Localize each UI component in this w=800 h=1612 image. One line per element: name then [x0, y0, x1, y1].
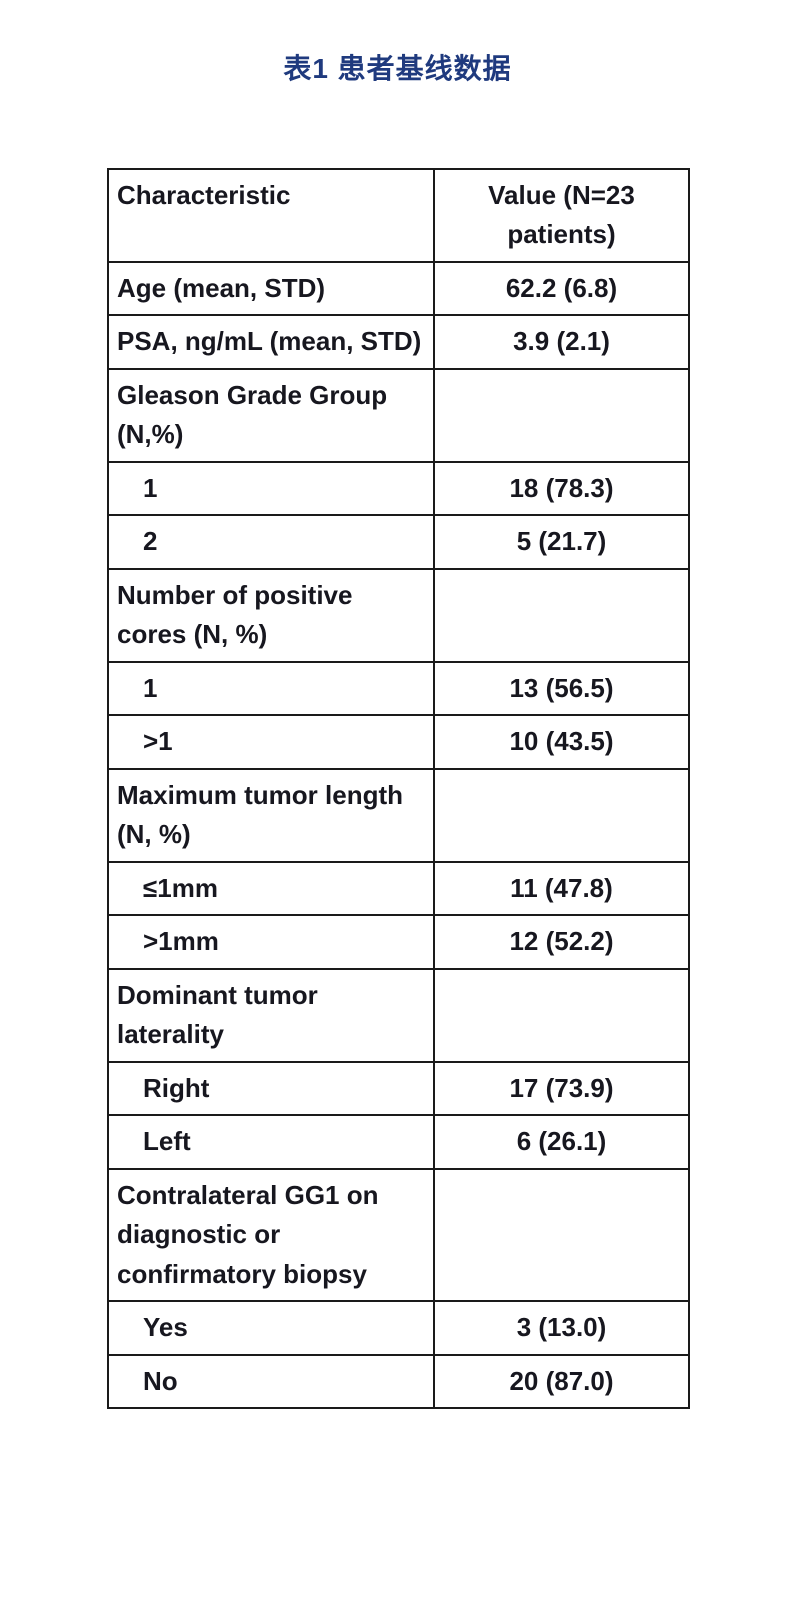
table-row-contralateral-yes: Yes 3 (13.0) — [107, 1300, 690, 1356]
table-row-contralateral-header: Contralateral GG1 on diagnostic or confi… — [107, 1167, 690, 1303]
row-label: Dominant tumor laterality — [107, 967, 435, 1063]
table-row-cores-1: 1 13 (56.5) — [107, 660, 690, 717]
row-label: 1 — [107, 660, 435, 717]
row-value: 3 (13.0) — [433, 1300, 690, 1356]
row-value: 6 (26.1) — [433, 1114, 690, 1170]
table-row-laterality-right: Right 17 (73.9) — [107, 1060, 690, 1117]
row-label: Number of positive cores (N, %) — [107, 567, 435, 663]
row-value: 5 (21.7) — [433, 514, 690, 570]
row-label: Left — [107, 1114, 435, 1170]
row-label: Age (mean, STD) — [107, 260, 435, 317]
row-value — [433, 567, 690, 663]
row-value: 10 (43.5) — [433, 714, 690, 770]
baseline-characteristics-table: Characteristic Value (N=23 patients) Age… — [107, 167, 690, 1410]
row-value: 62.2 (6.8) — [433, 260, 690, 317]
row-value: 17 (73.9) — [433, 1060, 690, 1117]
table-row-positive-cores-header: Number of positive cores (N, %) — [107, 567, 690, 663]
table-row-gleason-2: 2 5 (21.7) — [107, 514, 690, 570]
row-value: 12 (52.2) — [433, 914, 690, 970]
row-label: >1 — [107, 714, 435, 770]
row-label: Right — [107, 1060, 435, 1117]
table-row-gleason-1: 1 18 (78.3) — [107, 460, 690, 517]
table-row-cores-gt1: >1 10 (43.5) — [107, 714, 690, 770]
row-value: 3.9 (2.1) — [433, 314, 690, 370]
row-value — [433, 1167, 690, 1303]
row-value — [433, 967, 690, 1063]
table-row-length-le1mm: ≤1mm 11 (47.8) — [107, 860, 690, 917]
row-label: Yes — [107, 1300, 435, 1356]
table-header-row: Characteristic Value (N=23 patients) — [107, 167, 690, 263]
row-label: >1mm — [107, 914, 435, 970]
table-row-max-tumor-length-header: Maximum tumor length (N, %) — [107, 767, 690, 863]
row-value — [433, 367, 690, 463]
row-label: PSA, ng/mL (mean, STD) — [107, 314, 435, 370]
row-label: Contralateral GG1 on diagnostic or confi… — [107, 1167, 435, 1303]
table-row-laterality-left: Left 6 (26.1) — [107, 1114, 690, 1170]
table-row-contralateral-no: No 20 (87.0) — [107, 1353, 690, 1410]
table-row-psa: PSA, ng/mL (mean, STD) 3.9 (2.1) — [107, 314, 690, 370]
row-label: 1 — [107, 460, 435, 517]
table-row-length-gt1mm: >1mm 12 (52.2) — [107, 914, 690, 970]
column-header-characteristic: Characteristic — [107, 167, 435, 263]
row-value: 11 (47.8) — [433, 860, 690, 917]
row-value — [433, 767, 690, 863]
row-value: 13 (56.5) — [433, 660, 690, 717]
table-row-gleason-group-header: Gleason Grade Group (N,%) — [107, 367, 690, 463]
table-caption: 表1 患者基线数据 — [283, 53, 512, 84]
table-row-laterality-header: Dominant tumor laterality — [107, 967, 690, 1063]
row-label: No — [107, 1353, 435, 1410]
row-label: ≤1mm — [107, 860, 435, 917]
row-label: 2 — [107, 514, 435, 570]
row-value: 20 (87.0) — [433, 1353, 690, 1410]
row-label: Maximum tumor length (N, %) — [107, 767, 435, 863]
table-row-age: Age (mean, STD) 62.2 (6.8) — [107, 260, 690, 317]
column-header-value: Value (N=23 patients) — [433, 167, 690, 263]
row-value: 18 (78.3) — [433, 460, 690, 517]
row-label: Gleason Grade Group (N,%) — [107, 367, 435, 463]
